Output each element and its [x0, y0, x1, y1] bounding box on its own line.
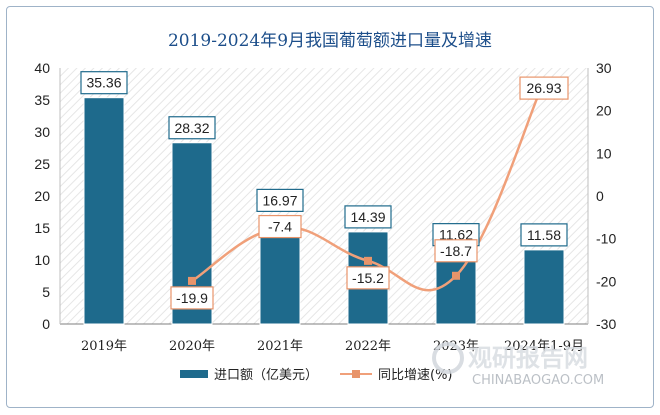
category-label: 2024年1-9月: [504, 339, 584, 354]
bar-value-label: 35.36: [86, 75, 121, 91]
line-label-box: [346, 266, 390, 290]
watermark-name: 观研报告网: [468, 344, 588, 372]
line-value-label: 26.93: [526, 80, 561, 96]
left-tick-label: 40: [34, 60, 50, 76]
right-tick-label: -20: [596, 273, 616, 289]
line-value-label: -7.4: [268, 219, 292, 235]
line-marker: [188, 276, 196, 285]
bar-value-label: 11.58: [527, 227, 561, 243]
category-label: 2021年: [257, 339, 303, 354]
right-tick-label: -10: [596, 231, 616, 247]
bar-label-box: [344, 205, 392, 229]
right-tick-label: 20: [596, 103, 612, 119]
legend-bar-swatch: [180, 370, 208, 378]
watermark-url: CHINABAOGAO.COM: [472, 373, 604, 388]
bar-value-label: 16.97: [262, 192, 297, 208]
left-tick-label: 35: [34, 92, 50, 108]
growth-line: [191, 80, 546, 292]
bar-value-label: 28.32: [174, 120, 209, 136]
chart-title: 2019-2024年9月我国葡萄额进口量及增速: [168, 31, 492, 51]
category-label: 2019年: [81, 339, 127, 354]
left-tick-label: 15: [34, 220, 50, 236]
category-label: 2020年: [169, 339, 215, 354]
right-axis-ticks: -30 -20 -10 0 10 20 30: [596, 60, 616, 332]
line-marker: [452, 271, 460, 280]
right-tick-label: 30: [596, 60, 612, 76]
legend-bar-label: 进口额（亿美元）: [214, 368, 318, 383]
watermark-logo: [432, 342, 464, 374]
line-value-label: -15.2: [352, 270, 384, 286]
bar-label-box: [520, 223, 568, 247]
right-tick-label: 0: [596, 188, 604, 204]
line-label-box: [434, 239, 478, 263]
bar: [523, 249, 565, 325]
bar: [83, 97, 125, 325]
line-data-labels: -19.9 -7.4 -15.2 -18.7 26.93: [170, 76, 569, 310]
category-labels: 2019年 2020年 2021年 2022年 2023年 2024年1-9月: [81, 339, 584, 354]
bar-value-label: 14.39: [350, 209, 385, 225]
left-tick-label: 0: [42, 316, 50, 332]
line-label-box: [170, 286, 214, 310]
legend: 进口额（亿美元） 同比增速(%): [180, 368, 453, 383]
bar-label-box: [256, 188, 304, 212]
line-label-box: [258, 214, 302, 239]
left-tick-label: 20: [34, 188, 50, 204]
bar-label-box: [80, 71, 128, 95]
bar-value-label: 11.62: [439, 227, 473, 243]
bar-label-box: [168, 116, 216, 140]
bar-data-labels: 35.36 28.32 16.97 14.39 11.62 11.58: [80, 71, 568, 247]
legend-line-label: 同比增速(%): [378, 368, 453, 383]
left-tick-label: 30: [34, 124, 50, 140]
line-value-label: -18.7: [440, 243, 472, 259]
left-tick-label: 25: [34, 156, 50, 172]
left-tick-label: 5: [42, 284, 50, 300]
watermark: 观研报告网 CHINABAOGAO.COM: [432, 342, 604, 388]
line-marker: [364, 256, 372, 265]
line-label-box: [519, 76, 569, 100]
right-tick-label: 10: [596, 145, 612, 161]
left-axis-ticks: 0 5 10 15 20 25 30 35 40: [34, 60, 50, 332]
left-tick-label: 10: [34, 252, 50, 268]
right-tick-label: -30: [596, 316, 616, 332]
plot-background: [60, 68, 588, 324]
category-label: 2022年: [345, 339, 391, 354]
legend-line-marker: [352, 370, 360, 378]
line-value-label: -19.9: [176, 290, 208, 306]
